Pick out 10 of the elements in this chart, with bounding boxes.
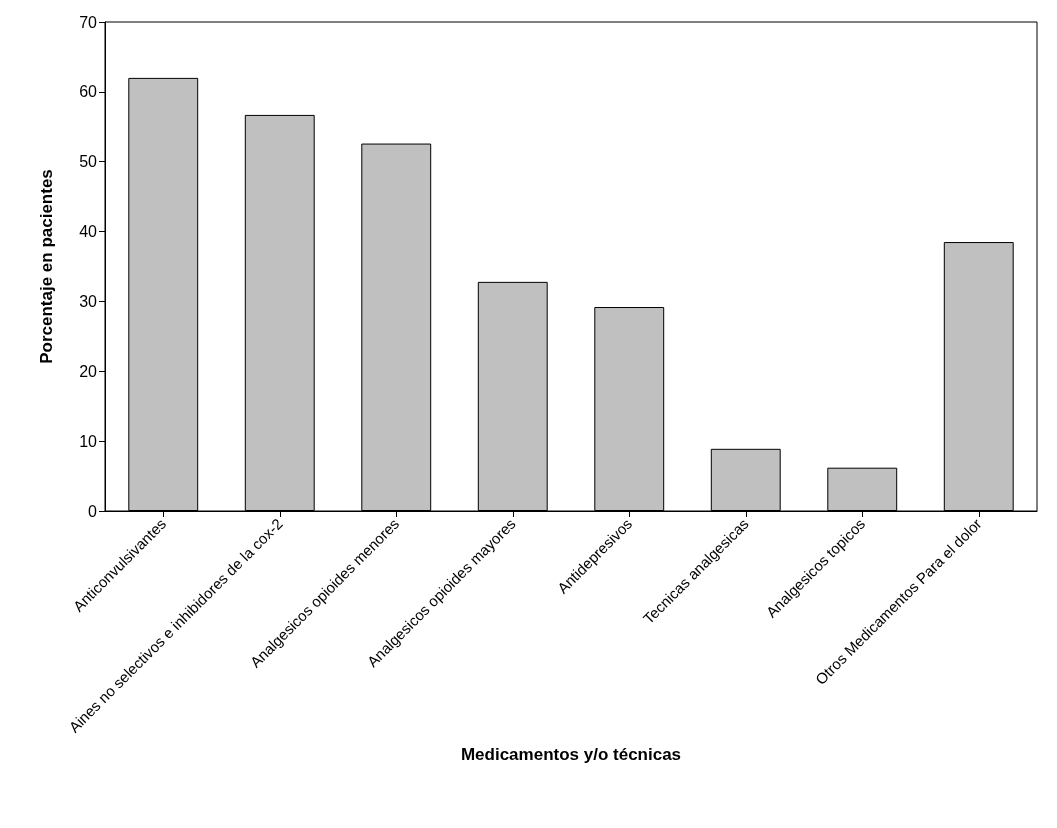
y-tick-label: 50 xyxy=(79,153,98,171)
x-axis-title: Medicamentos y/o técnicas xyxy=(460,745,682,764)
y-tick-label: 0 xyxy=(88,502,98,520)
y-tick-label: 10 xyxy=(79,432,98,450)
y-tick-label: 30 xyxy=(79,292,98,310)
y-axis-title: Porcentaje en pacientes xyxy=(37,169,56,364)
y-tick-label: 40 xyxy=(79,223,98,241)
y-tick-label: 70 xyxy=(79,13,98,31)
y-tick-label: 60 xyxy=(79,83,98,101)
y-tick-label: 20 xyxy=(79,362,98,380)
